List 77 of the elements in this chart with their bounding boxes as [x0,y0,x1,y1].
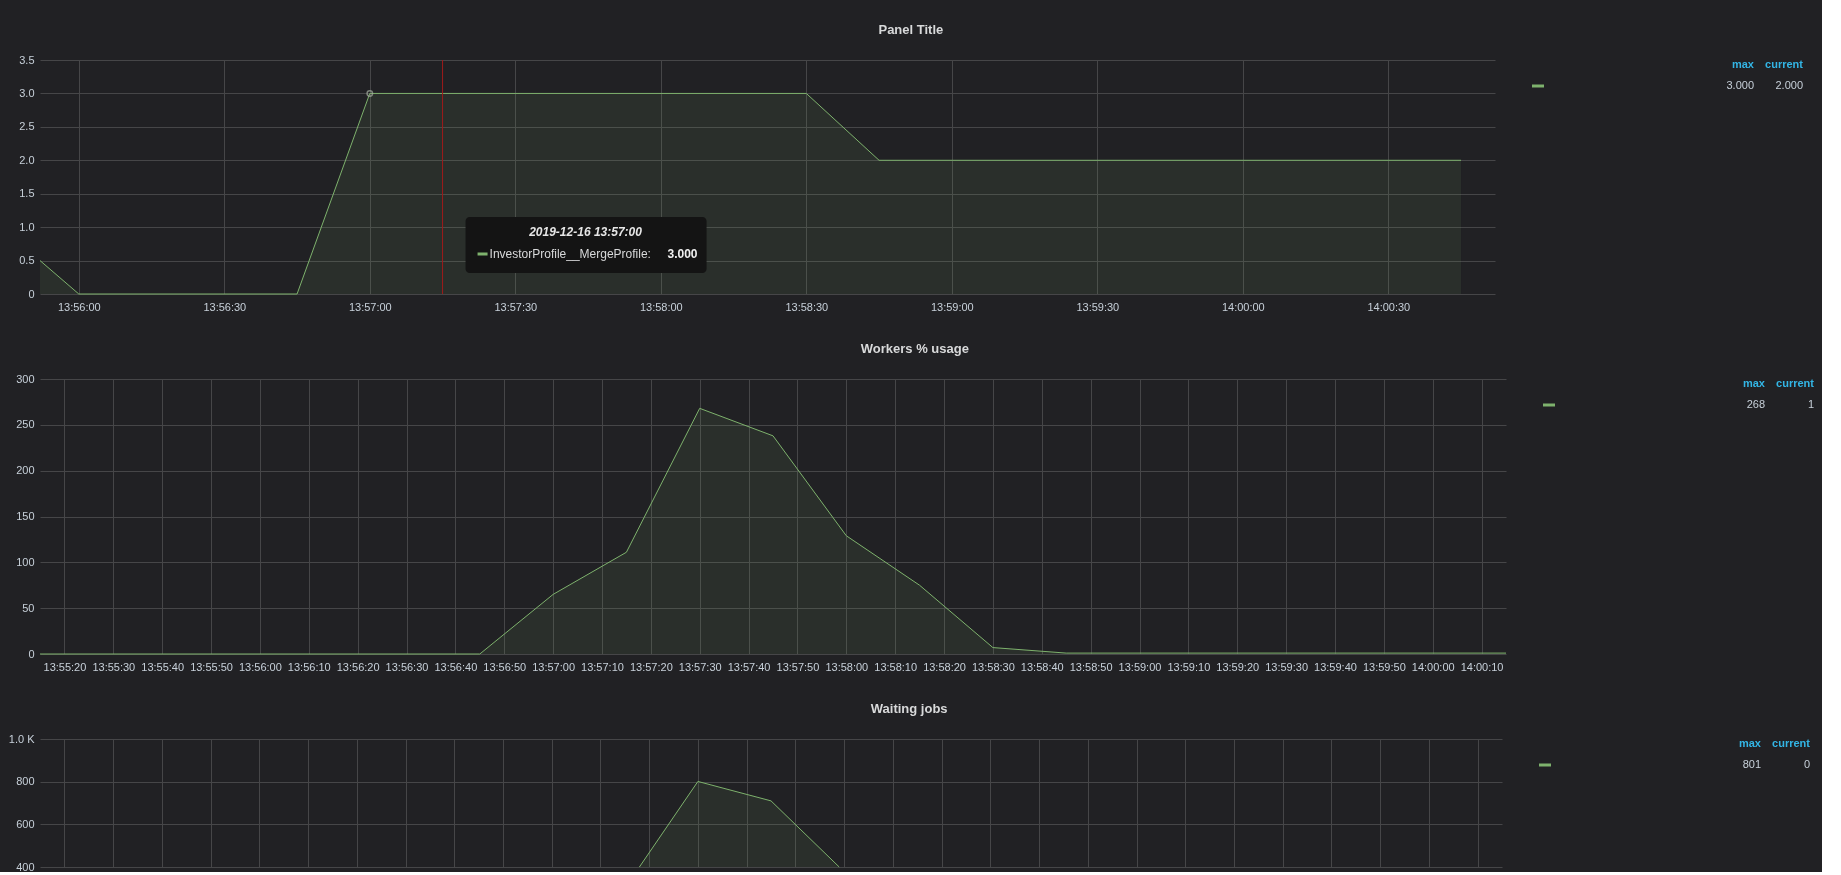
x-tick-label: 13:56:00 [57,300,101,313]
annotation: 2019-12-16 13:57:00 [528,225,643,239]
x-tick-label: 13:57:30 [678,660,722,673]
x-tick-label: 13:56:30 [385,660,429,673]
y-tick-label: 800 [16,775,35,788]
x-tick-label: 13:59:40 [1314,660,1357,673]
x-tick-label: 13:58:30 [971,660,1015,673]
x-tick-label: 13:55:20 [43,660,87,673]
chart-title: Waiting jobs [870,701,948,716]
x-tick-label: 13:57:00 [532,660,576,673]
x-tick-label: 13:58:00 [825,660,869,673]
y-tick-label: 250 [16,418,35,431]
x-tick-label: 13:59:50 [1362,660,1406,673]
y-tick-label: 150 [16,510,35,522]
y-tick-label: 1.5 [19,187,35,200]
text: 0 [1803,758,1810,770]
x-tick-label: 14:00:00 [1411,660,1455,673]
x-tick-label: 13:59:30 [1265,660,1309,673]
x-tick-label: 13:59:30 [1076,300,1120,313]
y-tick-label: 1.0 [19,220,35,233]
y-tick-label: 0.5 [19,254,35,267]
x-tick-label: 13:56:40 [434,660,478,673]
x-tick-label: 13:56:50 [483,660,527,673]
x-tick-label: 13:59:10 [1167,660,1211,673]
text: current [1772,737,1811,749]
y-tick-label: 3.5 [19,53,35,66]
x-tick-label: 13:56:00 [238,660,282,673]
x-tick-label: 13:57:10 [581,660,624,673]
y-tick-label: 2.0 [19,153,35,166]
x-tick-label: 14:00:10 [1460,660,1504,673]
x-tick-label: 13:58:00 [639,300,683,313]
text: 2.000 [1775,79,1803,91]
x-tick-label: 13:57:30 [494,300,538,313]
x-tick-label: 13:58:20 [923,660,966,673]
y-tick-label: 0 [28,287,35,300]
x-tick-label: 13:57:40 [727,660,771,673]
x-tick-label: 13:56:20 [336,660,380,673]
y-tick-label: 1.0 K [8,732,36,745]
x-tick-label: 13:57:20 [629,660,673,673]
x-tick-label: 14:00:30 [1367,300,1411,313]
y-tick-label: 600 [16,817,35,830]
x-tick-label: 13:57:00 [348,300,392,313]
text: max [1742,377,1766,389]
x-tick-label: 13:55:30 [92,660,136,673]
y-tick-label: 2.5 [19,120,35,133]
x-tick-label: 13:59:00 [1118,660,1162,673]
text: current [1765,58,1804,70]
text: 1 [1807,398,1814,410]
chart-title: Panel Title [878,22,944,37]
x-tick-label: 13:55:40 [141,660,185,673]
x-tick-label: 14:00:00 [1221,300,1265,313]
annotation: InvestorProfile__MergeProfile: [489,247,651,261]
y-tick-label: 200 [16,464,35,477]
x-tick-label: 13:58:30 [785,300,829,313]
text: 268 [1746,398,1765,410]
text: max [1738,737,1762,749]
text: max [1731,58,1755,70]
y-tick-label: 50 [22,601,35,614]
text: current [1776,377,1815,389]
x-tick-label: 13:55:50 [190,660,233,673]
x-tick-label: 13:56:30 [203,300,247,313]
text: 3.000 [1726,79,1754,91]
x-tick-label: 13:58:10 [874,660,918,673]
annotation: 3.000 [667,247,698,261]
chart-title: Workers % usage [860,341,969,356]
x-tick-label: 13:57:50 [776,660,820,673]
x-tick-label: 13:58:50 [1069,660,1113,673]
x-tick-label: 13:59:20 [1216,660,1260,673]
y-tick-label: 400 [16,860,35,873]
x-tick-label: 13:56:10 [287,660,331,673]
x-tick-label: 13:58:40 [1020,660,1064,673]
text: 801 [1742,758,1761,770]
y-tick-label: 100 [16,555,35,568]
x-tick-label: 13:59:00 [930,300,974,313]
y-tick-label: 3.0 [19,86,35,99]
y-tick-label: 300 [16,372,35,385]
y-tick-label: 0 [28,647,35,660]
